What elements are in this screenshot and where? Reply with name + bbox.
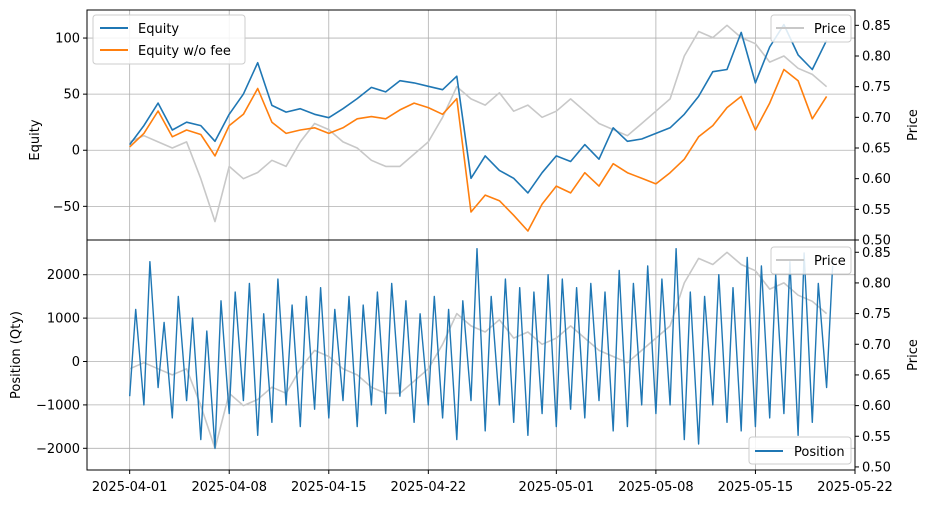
equity-y-tick-label: −50 bbox=[53, 200, 80, 215]
equity-price-y-ticks: 0.85 0.80 0.75 0.70 0.65 0.60 0.55 0.50 bbox=[855, 19, 891, 249]
equity-price-y-tick-label: 0.70 bbox=[862, 111, 891, 126]
legend-label-price-bottom: Price bbox=[814, 254, 846, 269]
position-line bbox=[129, 247, 834, 449]
position-y-tick-label: −2000 bbox=[36, 442, 80, 457]
position-price-y-tick-label: 0.75 bbox=[862, 307, 891, 322]
price-line-bottom bbox=[129, 251, 828, 450]
position-axes-frame bbox=[86, 239, 856, 471]
equity-price-y-tick-label: 0.55 bbox=[862, 203, 891, 218]
position-price-legend-box bbox=[770, 246, 852, 275]
position-panel: 2000 1000 0 −1000 −2000 0.85 0.80 0.75 0.70 0.65… bbox=[9, 239, 921, 495]
date-x-tick-label: 2025-05-22 bbox=[817, 480, 893, 495]
equity-price-y-tick-label: 0.75 bbox=[862, 80, 891, 95]
equity-legend: Equity Equity w/o fee bbox=[92, 14, 246, 65]
position-y-ticks: 2000 1000 0 −1000 −2000 bbox=[36, 268, 87, 457]
position-price-y-tick-label: 0.85 bbox=[862, 246, 891, 261]
position-legend-box bbox=[748, 436, 852, 465]
date-x-tick-label: 2025-04-22 bbox=[391, 480, 467, 495]
position-price-y-tick-label: 0.60 bbox=[862, 399, 891, 414]
equity-price-y-label: Price bbox=[906, 109, 921, 141]
position-price-y-label: Price bbox=[906, 339, 921, 371]
equity-wo-fee-line bbox=[129, 68, 828, 232]
equity-y-label: Equity bbox=[28, 119, 43, 160]
equity-price-y-tick-label: 0.60 bbox=[862, 172, 891, 187]
equity-price-legend-box bbox=[770, 14, 852, 43]
equity-price-legend: Price bbox=[770, 14, 852, 43]
equity-y-tick-label: 50 bbox=[63, 88, 80, 103]
equity-panel-price-series bbox=[129, 24, 828, 223]
position-y-tick-label: −1000 bbox=[36, 398, 80, 413]
equity-y-tick-label: 0 bbox=[72, 144, 80, 159]
equity-price-y-tick-label: 0.80 bbox=[862, 50, 891, 65]
equity-y-ticks: 100 50 0 −50 bbox=[53, 32, 87, 215]
date-x-tick-label: 2025-05-15 bbox=[718, 480, 794, 495]
position-panel-price-series bbox=[129, 251, 828, 450]
legend-label-price-top: Price bbox=[814, 22, 846, 37]
position-y-tick-label: 2000 bbox=[47, 268, 80, 283]
equity-y-tick-label: 100 bbox=[55, 32, 80, 47]
position-y-tick-label: 0 bbox=[72, 355, 80, 370]
date-x-tick-label: 2025-04-01 bbox=[92, 480, 168, 495]
equity-series bbox=[129, 23, 828, 194]
equity-legend-box bbox=[92, 14, 246, 65]
position-price-y-tick-label: 0.70 bbox=[862, 338, 891, 353]
position-y-tick-label: 1000 bbox=[47, 312, 80, 327]
position-price-y-tick-label: 0.50 bbox=[862, 460, 891, 475]
equity-price-y-tick-label: 0.65 bbox=[862, 142, 891, 157]
date-x-ticks: 2025-04-01 2025-04-08 2025-04-15 2025-04-22… bbox=[92, 470, 893, 495]
date-x-tick-label: 2025-04-15 bbox=[291, 480, 367, 495]
price-line-top bbox=[129, 24, 828, 223]
legend-label-equity: Equity bbox=[138, 22, 179, 37]
position-price-y-tick-label: 0.65 bbox=[862, 368, 891, 383]
position-y-label: Position (Qty) bbox=[9, 311, 24, 399]
legend-label-equity-wo-fee: Equity w/o fee bbox=[138, 44, 231, 59]
equity-wo-fee-series bbox=[129, 68, 828, 232]
equity-price-y-tick-label: 0.85 bbox=[862, 19, 891, 34]
equity-price-y-tick-label: 0.50 bbox=[862, 234, 891, 249]
date-x-tick-label: 2025-05-01 bbox=[519, 480, 595, 495]
date-x-tick-label: 2025-04-08 bbox=[191, 480, 267, 495]
equity-line bbox=[129, 23, 828, 194]
position-series bbox=[129, 247, 834, 449]
date-x-tick-label: 2025-05-08 bbox=[618, 480, 694, 495]
position-price-y-ticks: 0.85 0.80 0.75 0.70 0.65 0.60 0.55 0.50 bbox=[855, 246, 891, 475]
position-price-y-tick-label: 0.80 bbox=[862, 276, 891, 291]
legend-label-position: Position bbox=[794, 445, 845, 460]
position-price-legend: Price bbox=[770, 246, 852, 275]
position-price-y-tick-label: 0.55 bbox=[862, 430, 891, 445]
position-legend: Position bbox=[748, 436, 852, 465]
